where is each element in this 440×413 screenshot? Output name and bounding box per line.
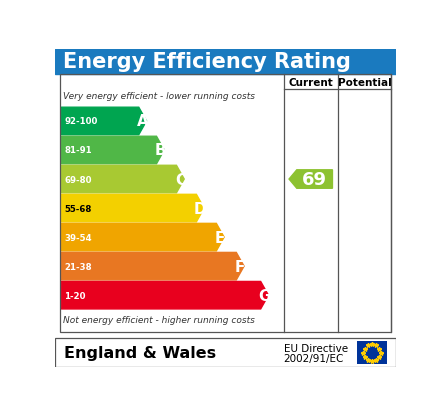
Text: A: A xyxy=(137,114,149,129)
Polygon shape xyxy=(289,171,333,189)
Text: B: B xyxy=(154,143,166,158)
Text: G: G xyxy=(258,288,271,303)
Text: 69: 69 xyxy=(302,171,327,189)
Text: 2002/91/EC: 2002/91/EC xyxy=(284,353,344,363)
Text: F: F xyxy=(235,259,246,274)
Polygon shape xyxy=(61,224,224,251)
Text: 55-68: 55-68 xyxy=(64,204,92,213)
Text: 81-91: 81-91 xyxy=(64,146,92,155)
Text: Potential: Potential xyxy=(338,78,392,88)
Bar xyxy=(357,342,387,365)
Polygon shape xyxy=(61,253,244,280)
Bar xyxy=(60,75,391,332)
Text: E: E xyxy=(215,230,225,245)
Text: EU Directive: EU Directive xyxy=(284,344,348,354)
Bar xyxy=(55,338,396,368)
Polygon shape xyxy=(61,166,184,193)
Text: Current: Current xyxy=(289,78,334,88)
Text: Not energy efficient - higher running costs: Not energy efficient - higher running co… xyxy=(63,316,255,325)
Polygon shape xyxy=(61,137,164,164)
Bar xyxy=(55,50,396,75)
Text: D: D xyxy=(194,201,207,216)
Text: England & Wales: England & Wales xyxy=(64,346,216,361)
Text: 1-20: 1-20 xyxy=(64,291,86,300)
Text: C: C xyxy=(175,172,186,187)
Text: 39-54: 39-54 xyxy=(64,233,92,242)
Polygon shape xyxy=(61,195,204,222)
Text: 69-80: 69-80 xyxy=(64,175,92,184)
Text: 92-100: 92-100 xyxy=(64,117,98,126)
Text: Very energy efficient - lower running costs: Very energy efficient - lower running co… xyxy=(63,92,255,101)
Text: Energy Efficiency Rating: Energy Efficiency Rating xyxy=(63,52,351,72)
Polygon shape xyxy=(61,108,147,135)
Polygon shape xyxy=(61,282,268,309)
Text: 21-38: 21-38 xyxy=(64,262,92,271)
